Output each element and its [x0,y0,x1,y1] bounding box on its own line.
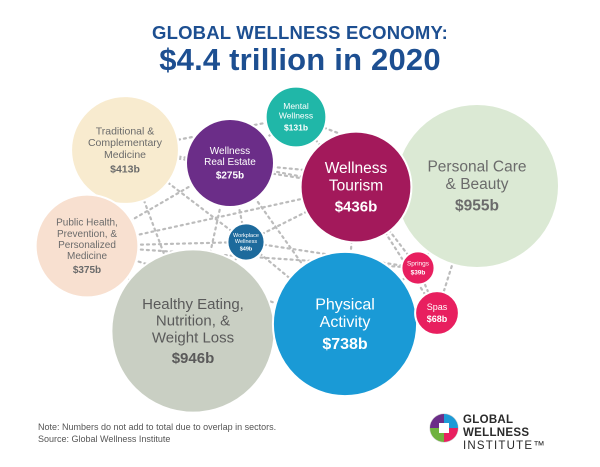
footnote: Note: Numbers do not add to total due to… [38,421,276,445]
bubble-circle [299,130,413,244]
logo-line-2: INSTITUTE™ [463,440,546,452]
bubble-label: Complementary [88,137,163,149]
bubble-circle [400,250,436,286]
bubble-circle [226,222,266,262]
bubble-springs: Springs $39b [400,250,436,286]
bubble-label: Physical [315,296,375,313]
bubble-label: Springs [407,261,430,268]
bubble-healthy-eating-nutrition-weight-loss: Healthy Eating,Nutrition, &Weight Loss $9… [110,248,276,414]
bubble-value: $946b [172,350,215,367]
bubbles: Personal Care& Beauty $955b Healthy Eating… [34,85,560,414]
bubble-label: Wellness [279,111,313,121]
bubble-value: $375b [73,265,101,276]
bubble-value: $275b [216,171,244,182]
bubble-label: Wellness [210,146,250,157]
bubble-label: Wellness [325,160,388,177]
bubble-circle [184,117,276,209]
bubble-value: $436b [335,199,378,216]
bubble-label: Activity [320,314,371,331]
chart-title-top: GLOBAL WELLNESS ECONOMY: [151,22,448,43]
bubble-label: Medicine [104,149,146,161]
bubble-label: Mental [283,101,309,111]
bubble-circle [70,95,180,205]
bubble-personal-care-beauty: Personal Care& Beauty $955b [394,103,560,269]
bubble-value: $49b [240,247,253,253]
bubble-spas: Spas $68b [414,290,460,336]
bubble-label: Weight Loss [152,329,234,346]
bubble-label: Tourism [329,177,383,194]
bubble-value: $39b [411,270,426,277]
bubble-value: $68b [427,314,448,324]
bubble-label: Prevention, & [57,229,117,240]
bubble-label: Personalized [58,240,116,251]
bubble-label: Workplace [233,233,259,239]
gwi-logo-mark-icon [429,413,459,443]
gwi-logo: GLOBAL WELLNESS INSTITUTE™ [428,412,578,452]
bubble-circle [34,193,140,299]
footnote-source: Source: Global Wellness Institute [38,434,171,444]
bubble-label: Personal Care [427,159,526,176]
bubble-value: $738b [322,336,368,353]
bubble-label: Spas [427,302,448,312]
bubble-label: Healthy Eating, [142,296,244,313]
bubble-label: Traditional & [96,125,155,137]
bubble-public-health-prevention-personalized-medicine: Public Health,Prevention, &PersonalizedM… [34,193,140,299]
bubble-label: Nutrition, & [156,313,230,330]
bubble-value: $131b [284,122,308,132]
gwi-logo-text: GLOBAL WELLNESS INSTITUTE™ [463,414,578,453]
logo-line-1: GLOBAL WELLNESS [463,414,530,439]
bubble-value: $413b [110,163,140,175]
bubble-label: Medicine [67,251,107,262]
footnote-note: Note: Numbers do not add to total due to… [38,422,277,432]
bubble-label: Real Estate [204,157,256,168]
bubble-label: Public Health, [56,218,118,229]
bubble-circle [264,85,328,149]
bubble-circle [414,290,460,336]
bubble-value: $955b [455,197,499,214]
bubble-label: Wellness [235,239,257,245]
bubble-label: & Beauty [446,176,509,193]
chart-title-main: $4.4 trillion in 2020 [159,42,441,77]
